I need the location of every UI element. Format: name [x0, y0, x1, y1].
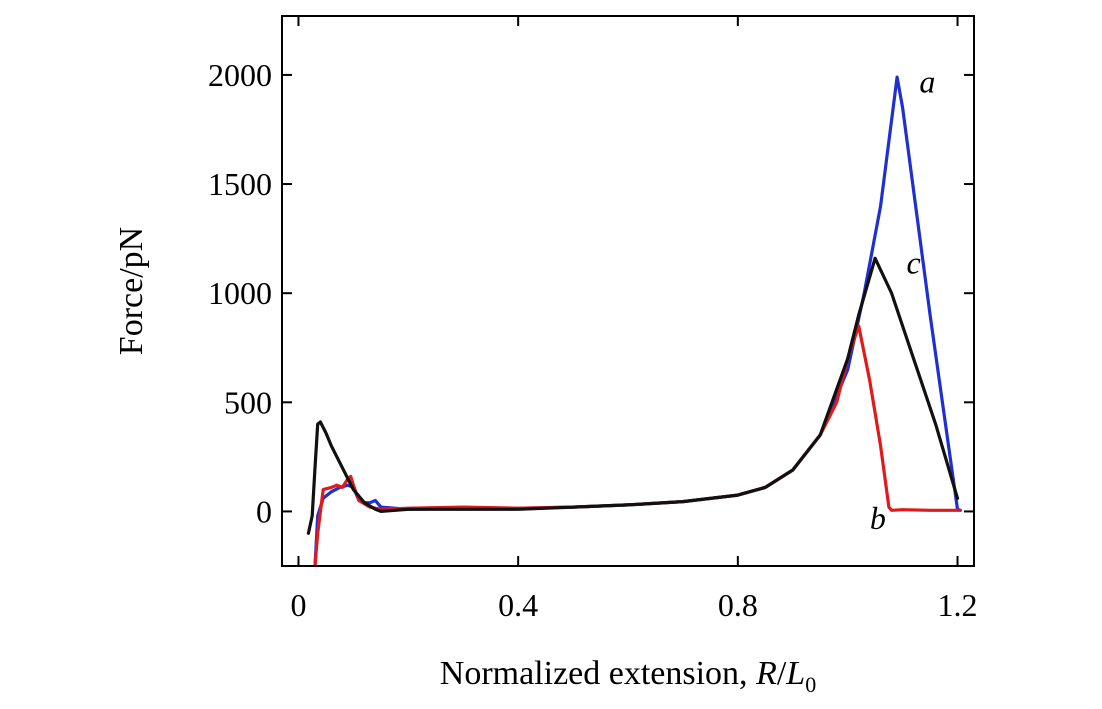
- y-tick-label: 2000: [208, 57, 272, 93]
- curve-label-c: c: [906, 245, 920, 281]
- x-tick-label: 0: [290, 587, 306, 623]
- series-layer: [306, 75, 962, 566]
- x-axis-label: Normalized extension, R/L0: [440, 655, 816, 697]
- y-tick-label: 500: [224, 384, 272, 420]
- ticks-layer: 0 0.4 0.8 1.2 0 500 1000 1500 2000: [208, 16, 978, 623]
- series-line-c: [306, 256, 960, 535]
- x-axis-label-subscript: 0: [805, 672, 816, 697]
- y-tick-label: 1500: [208, 166, 272, 202]
- curve-labels-layer: a b c: [870, 63, 935, 536]
- y-tick-label: 1000: [208, 275, 272, 311]
- y-axis-label: Force/pN: [113, 227, 150, 355]
- series-line-b: [313, 324, 962, 566]
- curve-label-b: b: [870, 500, 886, 536]
- x-axis-label-text: Normalized extension,: [440, 655, 756, 692]
- curve-label-a: a: [919, 63, 935, 99]
- x-tick-label: 0.4: [498, 587, 538, 623]
- x-tick-label: 0.8: [718, 587, 758, 623]
- x-tick-label: 1.2: [938, 587, 978, 623]
- series-line-a: [313, 75, 962, 566]
- x-axis-label-var-r: R: [755, 655, 777, 692]
- plot-frame: [281, 15, 975, 567]
- y-tick-label: 0: [256, 493, 272, 529]
- x-axis-label-var-l: L: [785, 655, 805, 692]
- x-axis-label-slash: /: [777, 655, 787, 692]
